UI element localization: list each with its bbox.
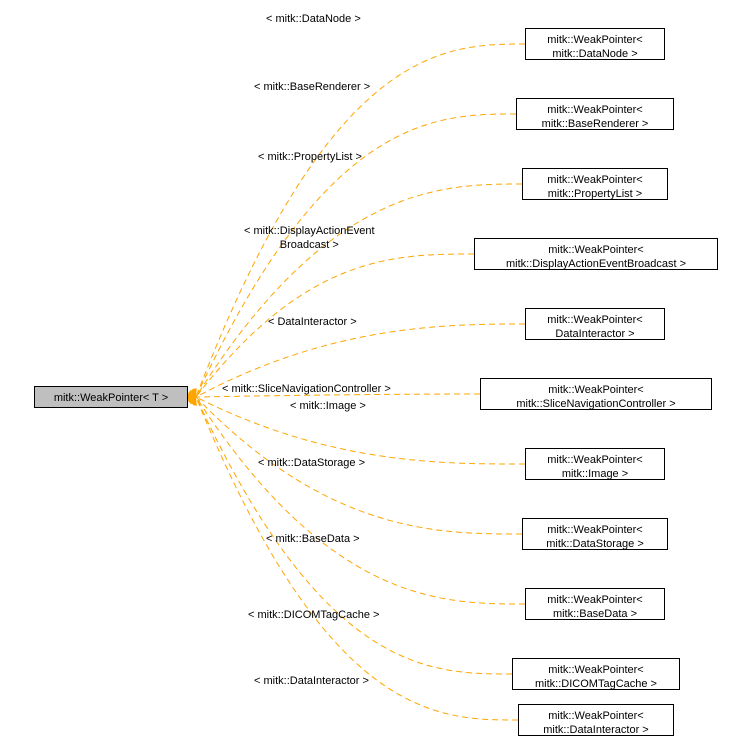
child-node: mitk::WeakPointer<mitk::DICOMTagCache > [512,658,680,690]
node-label: mitk::WeakPointer<mitk::DataStorage > [546,524,644,550]
child-node: mitk::WeakPointer<mitk::DataInteractor > [518,704,674,736]
edge-label: < mitk::DICOMTagCache > [248,608,379,622]
node-label: mitk::WeakPointer<mitk::DataInteractor > [543,710,648,736]
child-node: mitk::WeakPointer<mitk::SliceNavigationC… [480,378,712,410]
edge-label: < mitk::DataInteractor > [254,674,369,688]
edge-label: < mitk::BaseData > [266,532,360,546]
node-label: mitk::WeakPointer<mitk::DataNode > [547,34,642,60]
node-label: mitk::WeakPointer<mitk::DICOMTagCache > [535,664,657,690]
child-node: mitk::WeakPointer<mitk::Image > [525,448,665,480]
edge-label: < mitk::DisplayActionEventBroadcast > [244,224,375,253]
node-label: mitk::WeakPointer<DataInteractor > [547,314,642,340]
node-label: mitk::WeakPointer<mitk::SliceNavigationC… [516,384,675,410]
edge-label: < mitk::SliceNavigationController > [222,382,391,396]
node-label: mitk::WeakPointer<mitk::BaseData > [547,594,642,620]
child-node: mitk::WeakPointer<mitk::DataNode > [525,28,665,60]
child-node: mitk::WeakPointer<mitk::PropertyList > [522,168,668,200]
inheritance-edge [196,397,518,720]
edge-label: < mitk::DataStorage > [258,456,365,470]
inheritance-edge [196,44,525,397]
child-node: mitk::WeakPointer<mitk::DisplayActionEve… [474,238,718,270]
node-label: mitk::WeakPointer<mitk::BaseRenderer > [542,104,649,130]
edge-label: < mitk::Image > [290,399,366,413]
root-node: mitk::WeakPointer< T > [34,386,188,408]
child-node: mitk::WeakPointer<DataInteractor > [525,308,665,340]
edge-label: < DataInteractor > [268,315,357,329]
inheritance-edge [196,184,522,397]
inheritance-edge [196,397,525,604]
edge-label: < mitk::BaseRenderer > [254,80,370,94]
child-node: mitk::WeakPointer<mitk::BaseData > [525,588,665,620]
child-node: mitk::WeakPointer<mitk::DataStorage > [522,518,668,550]
edge-label: < mitk::PropertyList > [258,150,362,164]
node-label: mitk::WeakPointer<mitk::PropertyList > [547,174,642,200]
node-label: mitk::WeakPointer<mitk::Image > [547,454,642,480]
child-node: mitk::WeakPointer<mitk::BaseRenderer > [516,98,674,130]
node-label: mitk::WeakPointer<mitk::DisplayActionEve… [506,244,686,270]
edge-label: < mitk::DataNode > [266,12,361,26]
